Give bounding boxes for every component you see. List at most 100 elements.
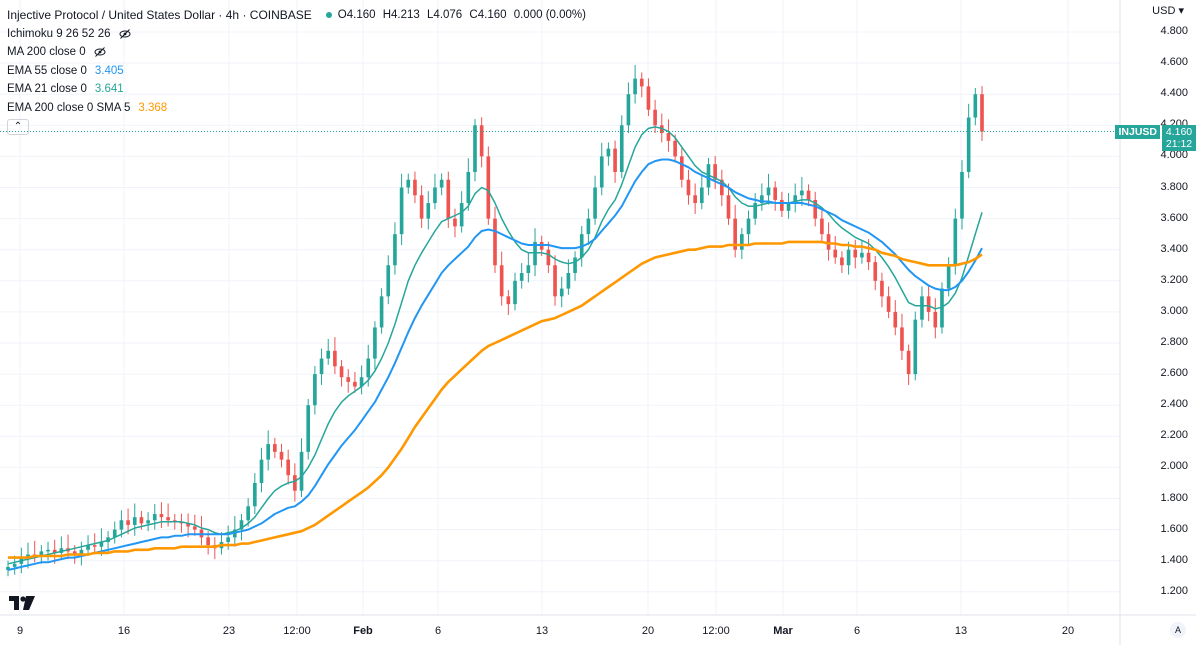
candle-body xyxy=(573,257,577,274)
change-value: 0.000 (0.00%) xyxy=(513,9,586,21)
price-tick-label: 4.600 xyxy=(1160,56,1188,69)
candle-body xyxy=(339,366,344,378)
candle-body xyxy=(393,234,397,266)
candle-body xyxy=(459,203,464,227)
price-tick-label: 2.600 xyxy=(1160,367,1188,380)
candle-body xyxy=(619,125,624,172)
price-tick-label: 1.200 xyxy=(1160,584,1188,597)
chart-legend: Injective Protocol / United States Dolla… xyxy=(7,6,590,135)
indicator-label: MA 200 close 0 xyxy=(7,46,86,58)
indicator-value: 3.641 xyxy=(94,83,124,95)
indicator-label: EMA 200 close 0 SMA 5 xyxy=(7,101,131,114)
time-tick-label: 16 xyxy=(117,625,131,637)
candle-body xyxy=(52,549,57,553)
price-axis[interactable]: USD ▾ 4.8004.6004.4004.2004.0003.8003.60… xyxy=(1120,0,1196,620)
candle-body xyxy=(186,523,190,527)
indicator-ema55[interactable]: EMA 55 close 0 3.405 xyxy=(7,62,590,81)
candle-body xyxy=(286,459,291,476)
candle-body xyxy=(253,482,257,507)
candle-body xyxy=(980,94,984,132)
candle-body xyxy=(166,517,170,521)
price-tick-label: 2.800 xyxy=(1160,336,1188,348)
price-tick-label: 2.000 xyxy=(1160,460,1188,473)
candle-body xyxy=(533,241,537,266)
price-tick-label: 1.600 xyxy=(1160,522,1188,535)
candle-body xyxy=(366,358,371,378)
hidden-eye-icon[interactable] xyxy=(94,46,106,58)
indicator-ema200[interactable]: EMA 200 close 0 SMA 5 3.368 xyxy=(7,99,590,118)
candle-body xyxy=(353,381,357,387)
tradingview-logo-icon[interactable] xyxy=(9,596,35,610)
candle-body xyxy=(239,520,244,530)
indicator-label: Ichimoku 9 26 52 26 xyxy=(7,27,111,40)
price-tick-label: 3.800 xyxy=(1160,180,1188,193)
candle-body xyxy=(139,517,144,524)
candle-body xyxy=(119,520,124,530)
currency-selector[interactable]: USD ▾ xyxy=(1152,4,1184,17)
candle-body xyxy=(406,179,411,188)
candle-body xyxy=(966,117,971,172)
market-status-icon xyxy=(325,12,332,19)
candle-body xyxy=(132,517,137,525)
candle-body xyxy=(426,203,431,219)
candle-body xyxy=(686,179,691,196)
candle-body xyxy=(840,257,844,266)
candle-body xyxy=(326,350,331,359)
auto-scale-button[interactable]: A xyxy=(1170,622,1186,638)
time-tick-label: 20 xyxy=(1061,625,1075,637)
indicator-ma200[interactable]: MA 200 close 0 xyxy=(7,43,590,62)
price-tick-label: 2.400 xyxy=(1160,398,1188,411)
bar-countdown: 21:12 xyxy=(1165,137,1193,150)
candle-body xyxy=(693,195,697,204)
candle-body xyxy=(399,187,404,235)
candle-body xyxy=(933,311,938,328)
candle-body xyxy=(273,444,277,452)
indicator-ichimoku[interactable]: Ichimoku 9 26 52 26 xyxy=(7,25,590,44)
candle-body xyxy=(719,179,724,196)
candle-body xyxy=(206,537,210,546)
hidden-eye-icon[interactable] xyxy=(119,28,131,40)
symbol-title[interactable]: Injective Protocol / United States Dolla… xyxy=(7,8,312,22)
candle-body xyxy=(833,249,838,258)
candle-body xyxy=(866,252,871,263)
candle-body xyxy=(446,179,451,219)
candle-body xyxy=(279,451,284,460)
last-price-value: 4.160 xyxy=(1165,125,1193,138)
candle-body xyxy=(473,125,477,172)
candle-body xyxy=(733,218,737,250)
candle-body xyxy=(519,273,524,281)
candle-body xyxy=(92,545,97,547)
time-tick-label: 6 xyxy=(434,625,442,637)
candle-body xyxy=(306,405,311,452)
candle-body xyxy=(746,218,751,235)
candle-body xyxy=(439,179,444,188)
candle-body xyxy=(586,218,591,235)
legend-title-row: Injective Protocol / United States Dolla… xyxy=(7,6,590,25)
candle-body xyxy=(820,218,824,235)
candle-body xyxy=(319,358,324,375)
candle-body xyxy=(926,296,931,312)
candle-body xyxy=(873,262,878,281)
candle-body xyxy=(433,187,437,204)
candle-body xyxy=(906,350,911,375)
time-tick-label: 9 xyxy=(16,625,24,637)
candle-body xyxy=(740,234,744,250)
candle-body xyxy=(566,273,571,289)
chevron-up-icon[interactable]: ⌃ xyxy=(7,119,29,135)
candle-body xyxy=(773,187,778,200)
candle-body xyxy=(893,311,898,328)
candle-body xyxy=(860,252,864,258)
chevron-down-icon: ▾ xyxy=(1178,5,1184,17)
candle-body xyxy=(299,451,304,491)
candle-body xyxy=(466,171,471,204)
candle-body xyxy=(653,109,657,126)
candle-body xyxy=(813,199,818,219)
price-tick-label: 3.600 xyxy=(1160,211,1188,224)
candle-body xyxy=(506,296,511,305)
indicator-label: EMA 21 close 0 xyxy=(7,83,87,95)
candle-body xyxy=(59,548,64,553)
time-tick-label: 23 xyxy=(222,625,236,637)
indicator-ema21[interactable]: EMA 21 close 0 3.641 xyxy=(7,80,590,99)
time-tick-label: Feb xyxy=(353,625,373,637)
